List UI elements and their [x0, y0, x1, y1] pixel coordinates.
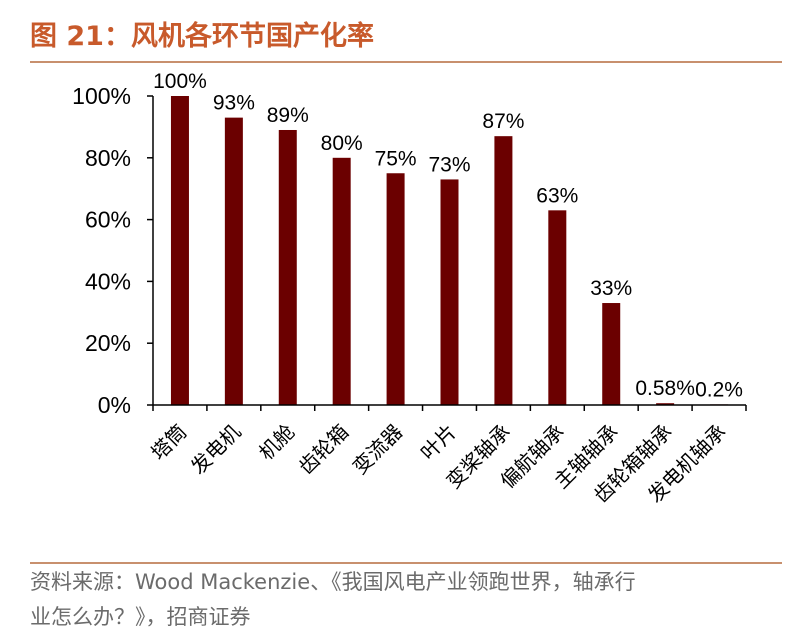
bar-value-label: 33% [590, 277, 632, 300]
bar-value-label: 100% [153, 70, 207, 93]
y-tick-label: 20% [85, 330, 131, 356]
y-tick-label: 0% [98, 392, 131, 418]
y-axis: 0% 20% 40% 60% 80% 100% [72, 83, 154, 418]
bar-value-label: 0.58% [635, 377, 695, 400]
bar [548, 210, 567, 405]
category-label: 塔筒 [146, 420, 191, 465]
bar [386, 173, 405, 405]
bar [440, 179, 459, 405]
bar-value-label: 87% [482, 110, 524, 133]
bar-value-label: 93% [213, 92, 255, 115]
bar-value-label: 75% [375, 147, 417, 170]
source-note-line-1: 资料来源：Wood Mackenzie、《我国风电产业领跑世界，轴承行 [30, 570, 636, 594]
bar [224, 117, 243, 405]
category-label: 齿轮箱 [294, 420, 353, 479]
bar-value-label: 63% [536, 184, 578, 207]
bar-value-label: 80% [321, 132, 363, 155]
y-tick-label: 60% [85, 207, 131, 233]
bar [656, 403, 675, 405]
data-labels: 100% 93% 89% 80% 75% 73% 87% 63% 33% 0.58% 0.2% [153, 70, 743, 401]
plot-area: 0% 20% 40% 60% 80% 100% 100% 93% 89% 80% 75% 73% 87… [72, 70, 747, 508]
bar [332, 157, 351, 405]
y-tick-label: 100% [72, 83, 131, 109]
category-label: 机舱 [254, 420, 299, 465]
y-tick-label: 80% [85, 145, 131, 171]
bar-value-label: 73% [428, 153, 470, 176]
category-label: 变流器 [348, 420, 407, 479]
source-note-line-2: 业怎么办？》，招商证券 [30, 605, 251, 629]
bar [170, 96, 189, 405]
figure-title: 图 21：风机各环节国产化率 [30, 20, 374, 52]
bar-series [170, 96, 729, 406]
bar-value-label: 0.2% [695, 378, 743, 401]
bar [494, 136, 513, 406]
category-label: 发电机 [186, 420, 245, 479]
bar [278, 129, 297, 406]
bar [602, 303, 621, 405]
x-axis [152, 404, 747, 411]
category-label: 叶片 [416, 420, 461, 465]
bar-value-label: 89% [267, 104, 309, 127]
y-tick-label: 40% [85, 268, 131, 294]
